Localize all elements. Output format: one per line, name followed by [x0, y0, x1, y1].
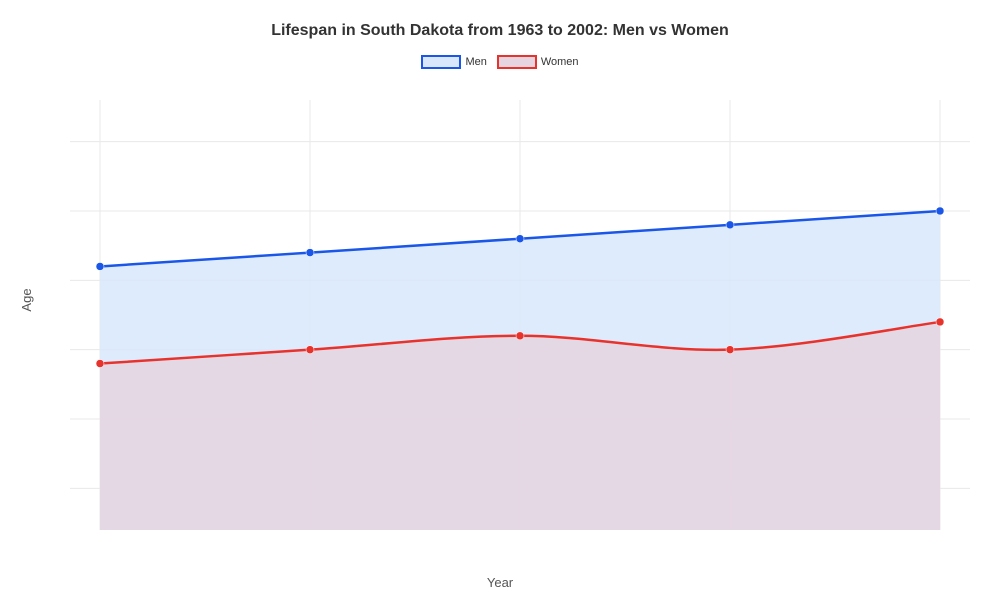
x-axis-title: Year [0, 575, 1000, 590]
legend-swatch-women [497, 55, 537, 69]
marker-men [96, 262, 104, 270]
marker-women [516, 332, 524, 340]
legend-item-men: Men [421, 55, 486, 69]
marker-men [306, 249, 314, 257]
marker-women [96, 360, 104, 368]
y-axis-title: Age [19, 288, 34, 311]
marker-women [936, 318, 944, 326]
marker-women [726, 346, 734, 354]
plot-area: 606570758085 20012002200320042005 [70, 100, 970, 530]
legend-swatch-men [421, 55, 461, 69]
legend-label-women: Women [541, 56, 579, 68]
legend: Men Women [0, 55, 1000, 69]
legend-label-men: Men [465, 56, 486, 68]
marker-men [936, 207, 944, 215]
legend-item-women: Women [497, 55, 579, 69]
marker-men [726, 221, 734, 229]
marker-women [306, 346, 314, 354]
chart-title: Lifespan in South Dakota from 1963 to 20… [0, 0, 1000, 40]
marker-men [516, 235, 524, 243]
chart-container: Lifespan in South Dakota from 1963 to 20… [0, 0, 1000, 600]
